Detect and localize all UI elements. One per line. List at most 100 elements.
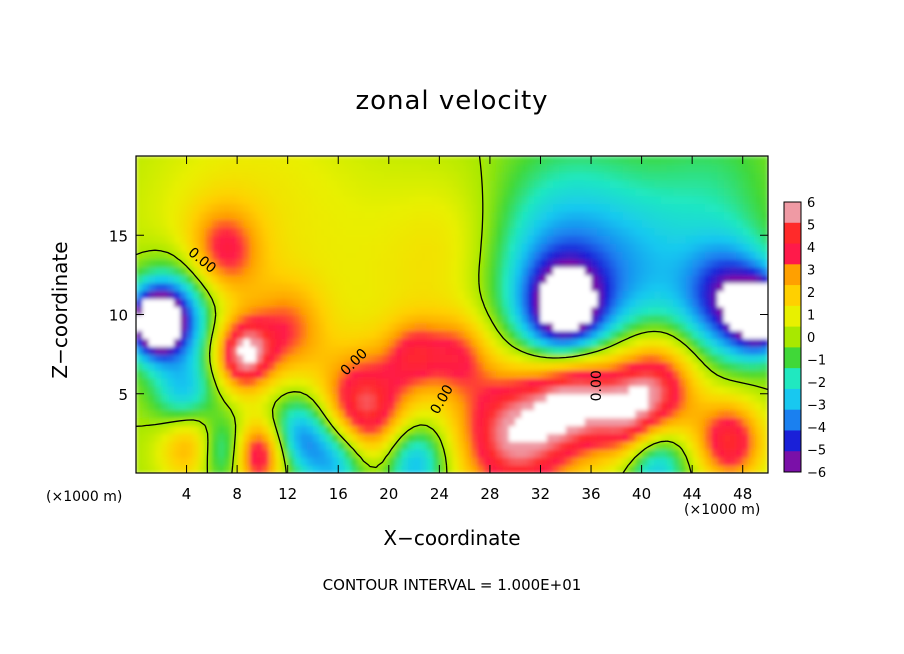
heatmap-cell (230, 377, 238, 387)
heatmap-cell (300, 354, 308, 363)
heatmap-cell (401, 362, 409, 371)
heatmap-cell (717, 322, 725, 331)
heatmap-cell (445, 156, 453, 165)
heatmap-cell (173, 338, 181, 347)
heatmap-cell (331, 290, 339, 300)
heatmap-cell (584, 298, 592, 308)
heatmap-cell (489, 203, 497, 213)
heatmap-cell (736, 385, 744, 395)
heatmap-cell (527, 346, 535, 355)
heatmap-cell (515, 362, 523, 371)
heatmap-cell (268, 377, 276, 387)
heatmap-cell (319, 425, 327, 434)
heatmap-cell (357, 362, 365, 371)
heatmap-cell (388, 465, 396, 473)
heatmap-cell (136, 354, 143, 363)
heatmap-cell (154, 203, 162, 213)
heatmap-cell (502, 441, 510, 450)
heatmap-cell (565, 401, 573, 411)
heatmap-cell (256, 282, 263, 292)
heatmap-cell (256, 338, 263, 347)
heatmap-cell (489, 457, 497, 466)
heatmap-cell (755, 156, 763, 165)
heatmap-cell (439, 369, 447, 379)
heatmap-cell (395, 219, 403, 228)
heatmap-cell (218, 322, 226, 331)
heatmap-cell (376, 171, 384, 181)
heatmap-cell (161, 393, 169, 403)
heatmap-cell (275, 274, 282, 284)
heatmap-cell (578, 227, 586, 236)
heatmap-cell (647, 227, 655, 236)
heatmap-cell (218, 195, 226, 205)
heatmap-cell (173, 251, 181, 260)
heatmap-cell (325, 346, 333, 355)
heatmap-cell (237, 449, 245, 458)
heatmap-cell (363, 211, 371, 220)
heatmap-cell (300, 314, 308, 324)
heatmap-cell (294, 441, 301, 450)
heatmap-cell (483, 346, 491, 355)
heatmap-cell (559, 354, 567, 363)
heatmap-cell (546, 251, 554, 260)
heatmap-cell (578, 465, 586, 473)
heatmap-cell (268, 203, 276, 213)
heatmap-cell (597, 385, 605, 395)
heatmap-cell (584, 227, 592, 236)
heatmap-cell (331, 282, 339, 292)
heatmap-cell (338, 179, 346, 189)
heatmap-cell (496, 393, 504, 403)
heatmap-cell (249, 211, 257, 220)
heatmap-cell (692, 179, 700, 189)
heatmap-cell (211, 259, 219, 268)
heatmap-cell (521, 227, 529, 236)
heatmap-cell (249, 449, 257, 458)
heatmap-cell (167, 211, 175, 220)
heatmap-cell (704, 266, 712, 276)
heatmap-cell (154, 195, 162, 205)
heatmap-cell (616, 203, 624, 213)
heatmap-cell (534, 393, 542, 403)
heatmap-cell (584, 203, 592, 213)
heatmap-cell (717, 163, 725, 173)
heatmap-cell (559, 298, 567, 308)
heatmap-cell (268, 369, 276, 379)
heatmap-cell (673, 433, 681, 442)
heatmap-cell (761, 290, 768, 300)
heatmap-cell (489, 369, 497, 379)
heatmap-cell (464, 377, 472, 387)
x-unit-left: (×1000 m) (46, 489, 123, 505)
heatmap-cell (704, 330, 712, 339)
heatmap-cell (319, 298, 327, 308)
heatmap-cell (527, 203, 535, 213)
heatmap-cell (325, 369, 333, 379)
heatmap-cell (395, 298, 403, 308)
heatmap-cell (666, 314, 674, 324)
heatmap-cell (508, 433, 516, 442)
heatmap-cell (173, 203, 181, 213)
heatmap-cell (401, 251, 409, 260)
heatmap-cell (357, 385, 365, 395)
heatmap-cell (275, 251, 282, 260)
heatmap-cell (363, 219, 371, 228)
heatmap-cell (692, 433, 700, 442)
heatmap-cell (275, 163, 282, 173)
heatmap-cell (654, 401, 662, 411)
heatmap-cell (508, 251, 516, 260)
heatmap-cell (572, 251, 579, 260)
heatmap-cell (275, 409, 282, 419)
heatmap-cell (350, 282, 358, 292)
heatmap-cell (376, 369, 384, 379)
heatmap-cell (369, 266, 377, 276)
heatmap-cell (673, 187, 681, 197)
heatmap-cell (211, 251, 219, 260)
heatmap-cell (742, 409, 750, 419)
heatmap-cell (275, 187, 282, 197)
heatmap-cell (508, 346, 516, 355)
heatmap-cell (414, 203, 421, 213)
heatmap-cell (325, 290, 333, 300)
heatmap-cell (685, 338, 693, 347)
heatmap-cell (167, 259, 175, 268)
heatmap-cell (395, 401, 403, 411)
